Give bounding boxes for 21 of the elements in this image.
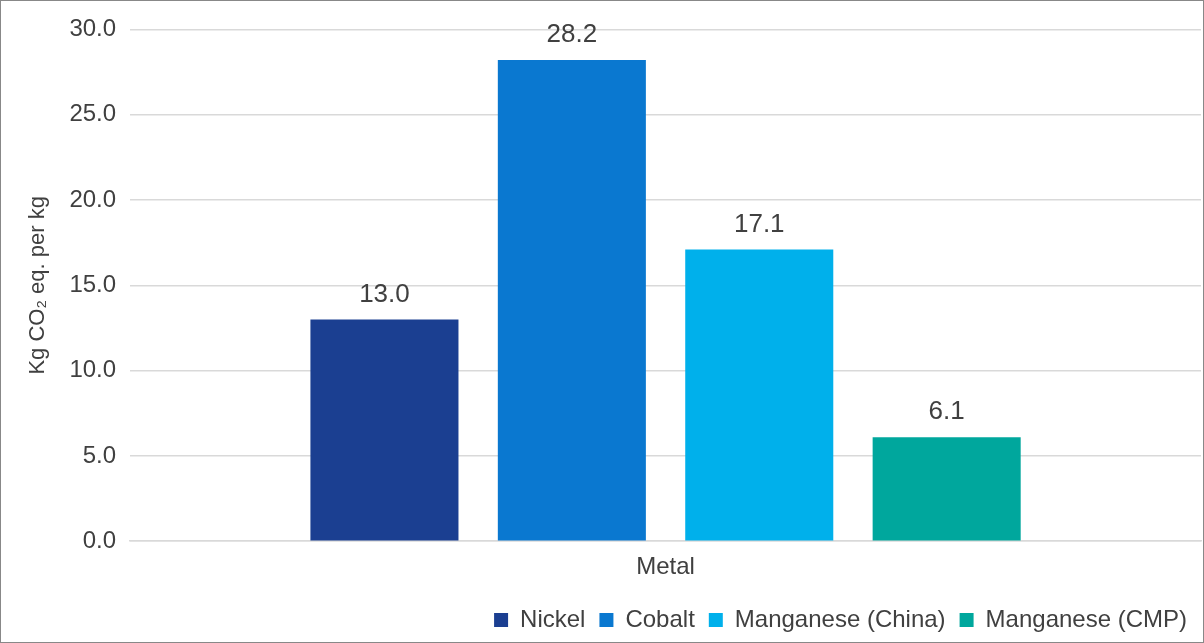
legend-label: Nickel xyxy=(520,604,586,632)
y-axis-title: Kg CO₂ eq. per kg xyxy=(24,196,50,375)
y-tick-label: 25.0 xyxy=(69,99,117,127)
y-tick-label: 10.0 xyxy=(69,355,117,383)
y-tick-label: 0.0 xyxy=(82,525,117,553)
x-tick-label: Metal xyxy=(636,552,695,580)
bar xyxy=(872,437,1021,541)
bar xyxy=(497,60,646,541)
y-tick-label: 20.0 xyxy=(69,184,117,212)
y-tick-label: 15.0 xyxy=(69,269,117,297)
data-label: 13.0 xyxy=(359,277,410,308)
bar xyxy=(685,249,834,541)
legend-label: Cobalt xyxy=(625,604,696,632)
y-tick-label: 30.0 xyxy=(69,14,117,42)
bar xyxy=(310,319,459,541)
data-label: 28.2 xyxy=(546,18,598,49)
data-label: 17.1 xyxy=(733,207,785,238)
legend-label: Manganese (China) xyxy=(734,604,946,632)
legend-label: Manganese (CMP) xyxy=(985,604,1188,632)
data-label: 6.1 xyxy=(928,395,965,426)
y-tick-label: 5.0 xyxy=(82,440,117,468)
